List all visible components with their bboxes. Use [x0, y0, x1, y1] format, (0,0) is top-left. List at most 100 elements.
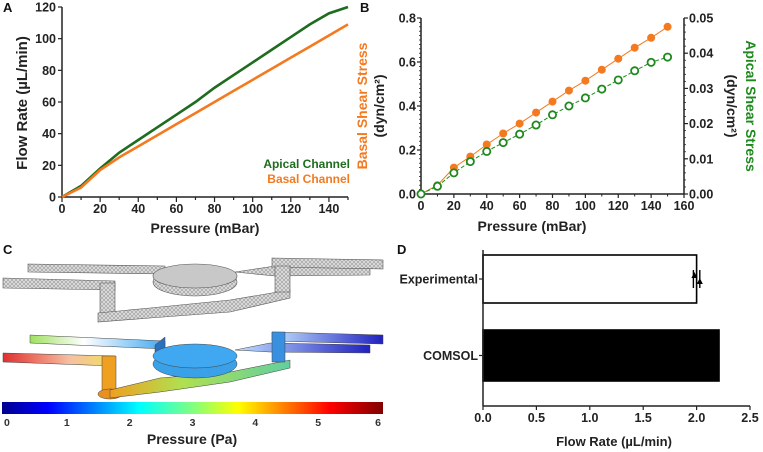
left-y-tick-label: 0.8 — [399, 12, 416, 26]
right-y-tick-label: 0.05 — [689, 12, 713, 26]
data-point — [532, 108, 541, 117]
y-tick-label: 80 — [42, 64, 56, 78]
data-point — [630, 66, 640, 76]
right-y-tick-label: 0.03 — [689, 82, 713, 96]
x-tick-label: 20 — [447, 199, 461, 213]
data-point — [663, 22, 672, 31]
panel-label-c: C — [3, 242, 13, 257]
series-line — [420, 56, 668, 195]
x-tick-label: 2.5 — [741, 411, 758, 425]
data-point — [449, 168, 459, 178]
data-point — [580, 93, 590, 103]
left-y-tick-label: 0.6 — [399, 56, 416, 70]
colorbar-ticks: 0 1 2 3 4 5 6 — [4, 417, 381, 429]
data-point — [647, 33, 656, 42]
colorbar-tick-label: 6 — [375, 417, 381, 429]
data-point — [691, 272, 698, 278]
series-line-apical-channel — [61, 5, 349, 199]
y-tick-label: 0 — [49, 191, 56, 205]
x-tick-label: 1.0 — [581, 411, 598, 425]
panel-label-b: B — [360, 0, 369, 15]
data-point — [597, 65, 606, 74]
x-axis-label: Flow Rate (µL/min) — [556, 434, 672, 449]
x-tick-label: 40 — [131, 202, 145, 216]
x-tick-label: 80 — [546, 199, 560, 213]
x-tick-label: 100 — [575, 199, 596, 213]
data-point — [581, 76, 590, 85]
x-tick-label: 1.5 — [635, 411, 652, 425]
y-tick-label: 100 — [35, 32, 56, 46]
panel-label-d: D — [397, 242, 406, 257]
right-y-tick-label: 0.04 — [689, 47, 713, 61]
x-tick-label: 20 — [93, 202, 107, 216]
right-y-tick-label: 0.00 — [689, 188, 713, 202]
data-point — [696, 278, 703, 284]
x-tick-label: 160 — [674, 199, 695, 213]
mesh-model — [2, 257, 384, 323]
left-y-tick-label: 0.4 — [399, 100, 416, 114]
colorbar — [2, 402, 383, 414]
data-point — [465, 157, 475, 167]
x-tick-label: 40 — [480, 199, 494, 213]
y-tick-label: 20 — [42, 159, 56, 173]
data-point — [614, 54, 623, 63]
data-point — [548, 110, 558, 120]
y-axis-label: Flow Rate (µL/min) — [14, 36, 31, 170]
panel-b-shear-stress-chart: 0.0 0.2 0.4 0.6 0.8 0.00 0.01 0.02 0.03 0.04 0.05 0… — [354, 12, 759, 235]
legend-entry: Apical Channel — [263, 157, 350, 171]
data-point — [482, 140, 491, 149]
y-tick-label: 60 — [42, 96, 56, 110]
data-point — [515, 129, 525, 139]
data-point — [564, 101, 574, 111]
left-y-tick-label: 0.0 — [399, 188, 416, 202]
colorbar-tick-label: 1 — [64, 417, 70, 429]
x-tick-label: 0.0 — [474, 411, 491, 425]
right-y-tick-label: 0.01 — [689, 152, 713, 166]
data-point — [416, 189, 426, 199]
category-label: COMSOL — [423, 349, 478, 363]
panel-label-a: A — [3, 0, 13, 15]
legend-entry: Basal Channel — [267, 172, 350, 186]
category-label: Experimental — [399, 273, 478, 287]
x-tick-label: 100 — [242, 202, 263, 216]
x-tick-label: 0 — [418, 199, 425, 213]
data-point — [597, 84, 607, 94]
bar-comsol — [482, 329, 720, 382]
data-point — [564, 86, 573, 95]
data-point — [663, 52, 673, 62]
x-tick-label: 120 — [280, 202, 301, 216]
x-tick-label: 60 — [169, 202, 183, 216]
right-y-axis-unit: (dyn/cm²) — [724, 75, 740, 138]
colorbar-tick-label: 5 — [315, 417, 321, 429]
x-tick-label: 0 — [59, 202, 66, 216]
y-tick-label: 40 — [42, 127, 56, 141]
data-point — [531, 120, 541, 130]
x-axis-label: Pressure (mBar) — [151, 220, 260, 236]
colorbar-tick-label: 0 — [4, 417, 10, 429]
x-tick-label: 140 — [641, 199, 662, 213]
panel-d-flow-rate-bar-chart: Experimental COMSOL 0.0 0.5 1.0 1.5 2.0 2.5 Flow… — [399, 250, 759, 449]
left-y-axis-label: Basal Shear Stress — [354, 42, 370, 169]
data-point — [613, 75, 623, 85]
data-point — [482, 146, 492, 156]
bar-experimental — [482, 254, 698, 304]
x-tick-label: 140 — [319, 202, 340, 216]
data-point — [646, 57, 656, 67]
panel-a-flow-rate-chart: 0 20 40 60 80 100 120 0 20 40 60 80 100 120 140 Pressur… — [14, 1, 350, 237]
data-point — [515, 119, 524, 128]
x-axis-label: Pressure (mBar) — [478, 218, 587, 234]
x-tick-label: 60 — [513, 199, 527, 213]
y-tick-label: 120 — [35, 1, 56, 15]
series-line — [420, 26, 668, 195]
left-y-axis-unit: (dyn/cm²) — [371, 75, 387, 138]
data-point — [630, 43, 639, 52]
colorbar-tick-label: 2 — [127, 417, 133, 429]
colorbar-tick-label: 3 — [190, 417, 196, 429]
x-tick-label: 120 — [608, 199, 629, 213]
data-point — [498, 138, 508, 148]
data-point — [432, 181, 442, 191]
data-point — [548, 97, 557, 106]
series-line-basal-channel — [61, 23, 349, 199]
right-y-axis-label: Apical Shear Stress — [743, 40, 759, 172]
